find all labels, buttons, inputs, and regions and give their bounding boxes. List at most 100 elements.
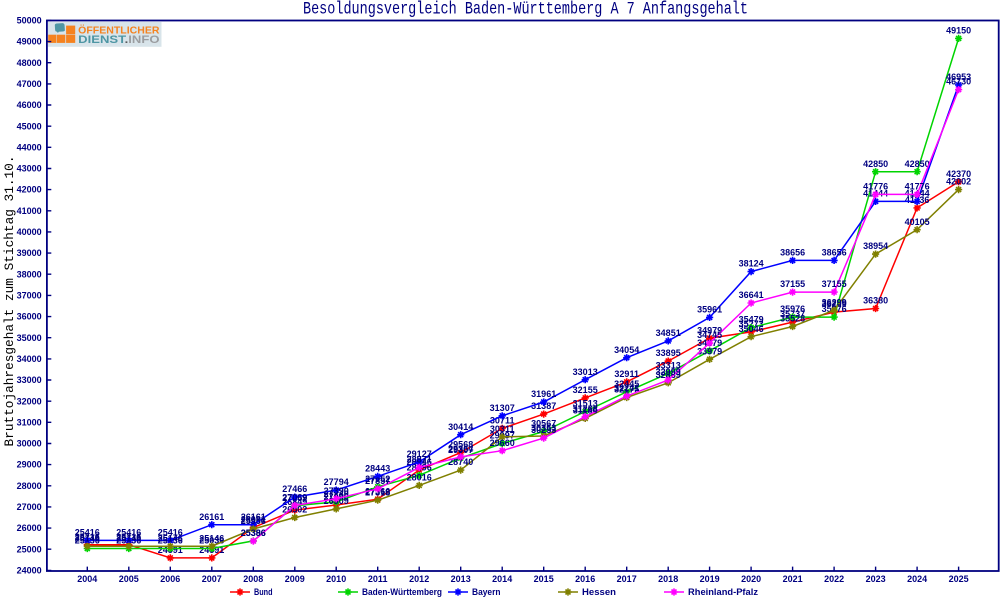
svg-text:25416: 25416 [158,528,183,538]
svg-text:27240: 27240 [324,489,349,499]
svg-text:33000: 33000 [17,375,42,385]
svg-text:44000: 44000 [17,142,42,152]
svg-text:38000: 38000 [17,269,42,279]
svg-text:41000: 41000 [17,206,42,216]
svg-text:27466: 27466 [282,484,307,494]
svg-text:2014: 2014 [492,574,512,584]
svg-text:25146: 25146 [158,533,183,543]
svg-text:2024: 2024 [907,574,927,584]
svg-text:29127: 29127 [407,449,432,459]
svg-text:38656: 38656 [780,248,805,258]
svg-text:Bayern: Bayern [472,587,501,597]
svg-text:2006: 2006 [160,574,180,584]
svg-text:36209: 36209 [822,299,847,309]
svg-text:2008: 2008 [243,574,263,584]
svg-text:42370: 42370 [946,169,971,179]
svg-text:48000: 48000 [17,58,42,68]
svg-text:42850: 42850 [863,159,888,169]
svg-text:30414: 30414 [448,422,473,432]
svg-text:29307: 29307 [448,445,473,455]
svg-text:39000: 39000 [17,248,42,258]
svg-text:31268: 31268 [573,404,598,414]
svg-text:2010: 2010 [326,574,346,584]
svg-text:37000: 37000 [17,291,42,301]
svg-text:41776: 41776 [905,182,930,192]
svg-text:27069: 27069 [282,493,307,503]
svg-text:46730: 46730 [946,77,971,87]
svg-text:25146: 25146 [199,533,224,543]
svg-text:2018: 2018 [658,574,678,584]
svg-text:Besoldungsvergleich Baden-Würt: Besoldungsvergleich Baden-Württemberg A … [303,0,748,19]
svg-text:2022: 2022 [824,574,844,584]
svg-text:33013: 33013 [573,367,598,377]
svg-text:47000: 47000 [17,79,42,89]
svg-text:30567: 30567 [531,419,556,429]
svg-text:25386: 25386 [241,528,266,538]
svg-text:34054: 34054 [614,345,639,355]
svg-text:25036: 25036 [199,536,224,546]
svg-text:50000: 50000 [17,16,42,26]
svg-text:31961: 31961 [531,389,556,399]
svg-text:46000: 46000 [17,100,42,110]
svg-text:30711: 30711 [490,416,515,426]
svg-text:25396: 25396 [241,528,266,538]
svg-text:34851: 34851 [656,328,681,338]
svg-text:35000: 35000 [17,333,42,343]
svg-text:38656: 38656 [822,248,847,258]
svg-text:27390: 27390 [324,486,349,496]
svg-text:26502: 26502 [282,505,307,515]
svg-text:49000: 49000 [17,37,42,47]
svg-text:35479: 35479 [739,315,764,325]
svg-text:26000: 26000 [17,523,42,533]
svg-text:28443: 28443 [365,464,390,474]
svg-text:29568: 29568 [448,440,473,450]
svg-text:25416: 25416 [116,528,141,538]
svg-text:Baden-Württemberg: Baden-Württemberg [362,587,442,597]
svg-text:26021: 26021 [241,515,266,525]
svg-text:2019: 2019 [700,574,720,584]
svg-text:30311: 30311 [490,424,515,434]
svg-text:35528: 35528 [780,314,805,324]
svg-text:28016: 28016 [407,473,432,483]
svg-text:30253: 30253 [531,425,556,435]
svg-text:Hessen: Hessen [582,587,616,597]
svg-text:26161: 26161 [241,512,266,522]
svg-text:27857: 27857 [365,476,390,486]
svg-text:25146: 25146 [116,533,141,543]
svg-text:31513: 31513 [573,399,598,409]
svg-text:38954: 38954 [863,241,888,251]
svg-text:25000: 25000 [17,544,42,554]
svg-text:31307: 31307 [490,403,515,413]
svg-text:2023: 2023 [866,574,886,584]
svg-text:26161: 26161 [199,512,224,522]
svg-text:28740: 28740 [448,457,473,467]
svg-text:2020: 2020 [741,574,761,584]
svg-text:42850: 42850 [905,159,930,169]
svg-text:42002: 42002 [946,177,971,187]
svg-text:29000: 29000 [17,460,42,470]
svg-text:37155: 37155 [822,279,847,289]
svg-text:46953: 46953 [946,72,971,82]
svg-text:35046: 35046 [739,324,764,334]
svg-text:25956: 25956 [241,516,266,526]
svg-text:32155: 32155 [573,385,598,395]
svg-text:2013: 2013 [451,574,471,584]
svg-text:40105: 40105 [905,217,930,227]
svg-text:42000: 42000 [17,185,42,195]
svg-text:Rheinland-Pfalz: Rheinland-Pfalz [688,587,759,597]
svg-text:34745: 34745 [697,330,722,340]
svg-text:25146: 25146 [75,533,100,543]
svg-text:36000: 36000 [17,312,42,322]
svg-text:34000: 34000 [17,354,42,364]
svg-text:33313: 33313 [656,361,681,371]
svg-text:32999: 32999 [656,367,681,377]
svg-text:40000: 40000 [17,227,42,237]
svg-text:2017: 2017 [617,574,637,584]
svg-text:31000: 31000 [17,417,42,427]
svg-text:2012: 2012 [409,574,429,584]
svg-text:43000: 43000 [17,164,42,174]
svg-text:32445: 32445 [614,379,639,389]
svg-text:2025: 2025 [949,574,969,584]
svg-text:30000: 30000 [17,439,42,449]
svg-text:32241: 32241 [614,383,639,393]
